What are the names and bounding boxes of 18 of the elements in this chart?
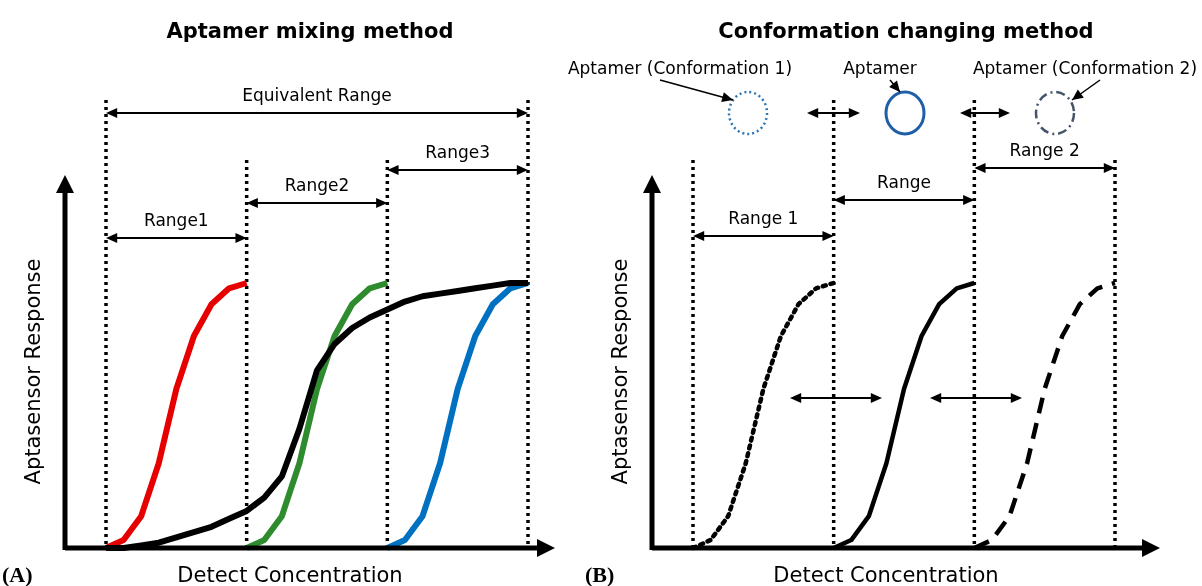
text: Range 1 xyxy=(728,208,799,228)
text: (B) xyxy=(585,562,615,586)
text: Range xyxy=(877,172,931,192)
text: Aptamer (Conformation 1) xyxy=(567,58,793,78)
y-axis-title: Aptasensor Response xyxy=(608,258,632,485)
y-axis-title: Aptasensor Response xyxy=(21,258,45,485)
text: Range2 xyxy=(284,175,350,195)
text: Range1 xyxy=(143,210,209,230)
x-axis-title: Detect Concentration xyxy=(177,563,403,586)
text: Aptamer xyxy=(843,58,917,78)
text: Range3 xyxy=(425,142,491,162)
text: Range 2 xyxy=(1009,140,1080,160)
text: (A) xyxy=(2,562,33,586)
chart-title: Aptamer mixing method xyxy=(166,19,454,43)
text: Aptamer (Conformation 2) xyxy=(972,58,1198,78)
x-axis-title: Detect Concentration xyxy=(773,563,999,586)
chart-title: Conformation changing method xyxy=(718,19,1094,43)
text: Equivalent Range xyxy=(242,85,392,105)
